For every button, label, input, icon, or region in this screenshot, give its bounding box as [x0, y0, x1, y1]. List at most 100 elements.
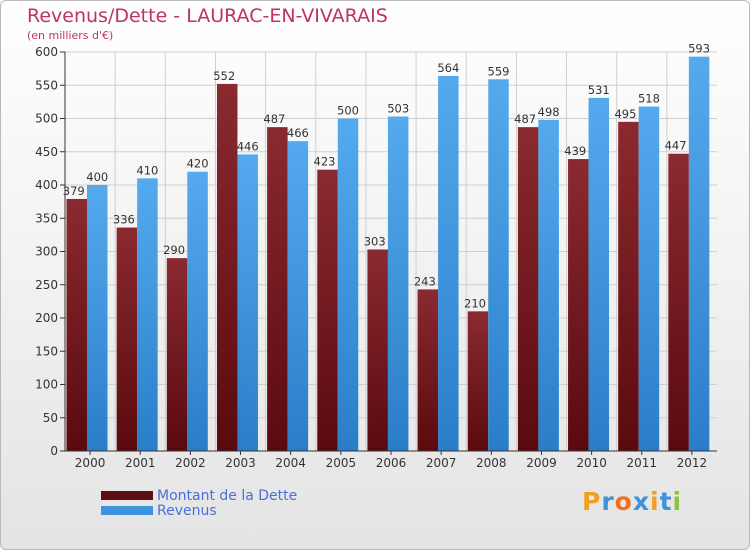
bar-revenue-2012 [688, 56, 710, 451]
chart-subtitle: (en milliers d'€) [27, 29, 114, 42]
legend-swatch-debt [101, 491, 153, 500]
x-tick-label-2010: 2010 [576, 456, 607, 470]
bar-revenue-2001 [137, 178, 158, 451]
bar-revenue-2004 [287, 141, 309, 452]
legend-label-debt: Montant de la Dette [157, 487, 298, 504]
data-label-revenue-2000: 400 [86, 170, 108, 184]
y-tick-label-500: 500 [35, 112, 58, 126]
y-tick-label-350: 350 [35, 211, 58, 225]
bar-debt-2002 [166, 258, 188, 451]
data-label-revenue-2005: 500 [337, 104, 359, 118]
data-label-debt-2000: 379 [63, 184, 85, 198]
bar-debt-2011 [618, 121, 639, 451]
data-label-revenue-2001: 410 [136, 163, 158, 177]
data-label-debt-2007: 243 [414, 274, 436, 288]
logo-letter-6: i [672, 487, 683, 516]
legend-label-revenue: Revenus [157, 502, 217, 519]
bar-revenue-2006 [387, 116, 409, 451]
bar-revenue-2000 [87, 185, 108, 451]
x-tick-label-2002: 2002 [175, 456, 206, 470]
logo-letter-5: t [659, 487, 673, 516]
data-label-revenue-2006: 503 [387, 102, 409, 116]
bar-debt-2009 [517, 127, 539, 452]
x-tick-label-2004: 2004 [275, 456, 306, 470]
data-label-revenue-2004: 466 [287, 126, 309, 140]
logo-letter-2: o [614, 487, 633, 516]
data-label-debt-2009: 487 [514, 112, 536, 126]
y-tick-label-300: 300 [35, 245, 58, 259]
data-labels: 3794003364102904205524464874664235003035… [63, 42, 710, 311]
data-label-debt-2008: 210 [464, 296, 486, 310]
chart-title: Revenus/Dette - LAURAC-EN-VIVARAIS [27, 5, 388, 27]
bar-revenue-2011 [638, 106, 660, 451]
bar-revenue-2002 [187, 171, 208, 451]
bar-revenue-2009 [538, 119, 559, 451]
y-tick-label-600: 600 [35, 45, 58, 59]
bar-debt-2003 [216, 83, 238, 452]
data-label-debt-2012: 447 [665, 139, 687, 153]
data-label-debt-2010: 439 [564, 144, 586, 158]
x-tick-label-2008: 2008 [476, 456, 507, 470]
bars [66, 56, 710, 452]
bar-debt-2008 [467, 311, 489, 451]
data-label-debt-2004: 487 [263, 112, 285, 126]
legend: Montant de la Dette Revenus [101, 487, 298, 519]
x-tick-label-2006: 2006 [376, 456, 407, 470]
bar-revenue-2003 [237, 154, 258, 451]
y-tick-label-50: 50 [43, 411, 58, 425]
bar-debt-2012 [668, 153, 689, 451]
y-tick-label-200: 200 [35, 311, 58, 325]
x-tick-label-2009: 2009 [526, 456, 557, 470]
x-tick-label-2000: 2000 [75, 456, 106, 470]
y-tick-label-100: 100 [35, 378, 58, 392]
data-label-revenue-2012: 593 [688, 42, 710, 56]
bar-debt-2001 [116, 227, 138, 451]
bar-revenue-2010 [588, 97, 610, 451]
x-tick-label-2012: 2012 [677, 456, 708, 470]
data-label-revenue-2011: 518 [638, 92, 660, 106]
bar-revenue-2008 [488, 79, 509, 451]
data-label-debt-2006: 303 [364, 235, 386, 249]
x-tick-label-2005: 2005 [326, 456, 357, 470]
axes: 0 50 100 150 200 250 300 350 400 450 500 550 600 2000… [35, 45, 717, 470]
data-label-debt-2002: 290 [163, 243, 185, 257]
data-label-revenue-2008: 559 [488, 64, 510, 78]
y-tick-label-450: 450 [35, 145, 58, 159]
y-tick-label-0: 0 [50, 444, 58, 458]
bar-revenue-2005 [337, 118, 359, 451]
data-label-debt-2001: 336 [113, 213, 135, 227]
data-label-debt-2011: 495 [614, 107, 636, 121]
legend-item-debt: Montant de la Dette [101, 487, 298, 504]
x-tick-label-2011: 2011 [626, 456, 657, 470]
logo-letter-3: x [632, 487, 650, 516]
bar-debt-2006 [367, 249, 388, 451]
data-label-revenue-2010: 531 [588, 83, 610, 97]
logo-letter-0: P [582, 487, 602, 516]
bar-debt-2004 [267, 127, 288, 452]
y-tick-label-550: 550 [35, 78, 58, 92]
y-tick-label-150: 150 [35, 344, 58, 358]
bar-debt-2007 [417, 289, 439, 451]
x-tick-label-2007: 2007 [426, 456, 457, 470]
data-label-revenue-2003: 446 [237, 139, 259, 153]
logo-letter-4: i [650, 487, 660, 516]
bar-debt-2010 [568, 159, 589, 451]
bar-revenue-2007 [438, 75, 459, 451]
bar-debt-2005 [317, 169, 338, 451]
data-label-revenue-2002: 420 [187, 157, 209, 171]
y-tick-label-250: 250 [35, 278, 58, 292]
logo-letter-1: r [601, 487, 615, 516]
x-tick-label-2003: 2003 [225, 456, 256, 470]
x-tick-label-2001: 2001 [125, 456, 156, 470]
legend-swatch-revenue [101, 506, 153, 515]
data-label-revenue-2007: 564 [437, 61, 459, 75]
proxiti-logo: Proxiti [582, 487, 682, 516]
bar-debt-2000 [66, 198, 87, 451]
data-label-revenue-2009: 498 [538, 105, 560, 119]
data-label-debt-2005: 423 [314, 155, 336, 169]
y-tick-label-400: 400 [35, 178, 58, 192]
data-label-debt-2003: 552 [213, 69, 235, 83]
legend-item-revenue: Revenus [101, 502, 297, 519]
